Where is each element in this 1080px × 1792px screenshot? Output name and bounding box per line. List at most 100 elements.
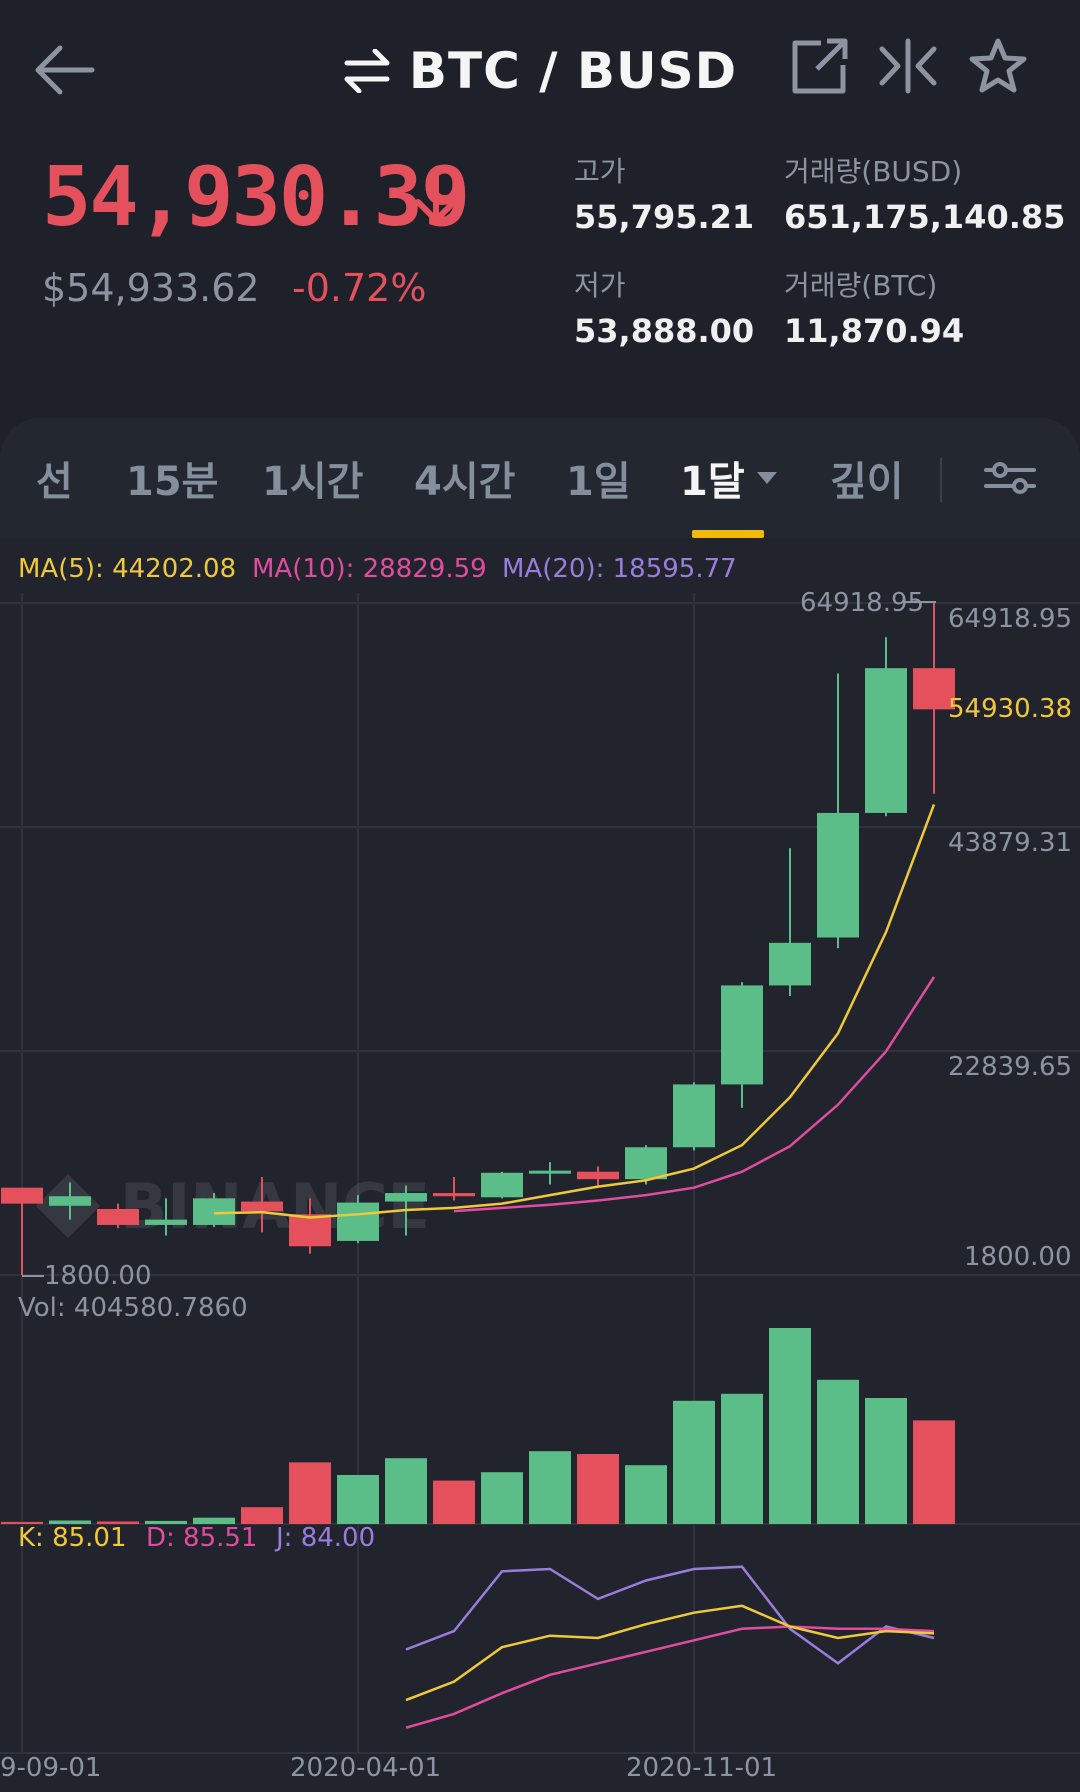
volume-bars [1, 1328, 955, 1524]
price-axis-label-bottom: 1800.00 [964, 1242, 1072, 1272]
change-percent: -0.72% [292, 266, 427, 310]
ma20-legend: MA(20): 18595.77 [502, 554, 737, 584]
candle-body [145, 1219, 187, 1225]
tab-1h[interactable]: 1시간 [262, 459, 364, 505]
volume-busd-label: 거래량(BUSD) [784, 155, 963, 188]
volume-btc-value: 11,870.94 [784, 312, 965, 350]
candle-body [913, 668, 955, 710]
share-icon[interactable] [788, 34, 852, 98]
volume-bar [721, 1393, 763, 1524]
candle-body [625, 1147, 667, 1180]
ma5-legend: MA(5): 44202.08 [18, 554, 237, 584]
volume-bar [97, 1521, 139, 1524]
active-tab-indicator [692, 530, 764, 538]
high-marker-label: 64918.95 [800, 588, 924, 618]
last-price: 54,930.39 [42, 150, 470, 245]
interval-tabs: 선 15분 1시간 4시간 1일 1달 깊이 [0, 418, 1080, 538]
volume-bar [337, 1475, 379, 1524]
ma10-legend: MA(10): 28829.59 [252, 554, 487, 584]
candle-body [577, 1171, 619, 1180]
k-legend: K: 85.01 [18, 1523, 127, 1553]
swap-icon [343, 49, 391, 93]
candle-body [865, 668, 907, 813]
pair-title[interactable]: BTC / BUSD [0, 36, 1080, 106]
pair-title-text: BTC / BUSD [408, 42, 738, 100]
candle-body [97, 1208, 139, 1225]
volume-bar [625, 1465, 667, 1524]
back-arrow-icon[interactable] [28, 34, 100, 106]
candle-body [241, 1201, 283, 1212]
high-value: 55,795.21 [574, 198, 755, 236]
d-legend: D: 85.51 [146, 1523, 257, 1553]
volume-bar [385, 1458, 427, 1524]
candle-body [817, 812, 859, 938]
candles-group [1, 603, 955, 1275]
tab-15m[interactable]: 15분 [126, 459, 219, 505]
volume-bar [241, 1507, 283, 1524]
tab-1month[interactable]: 1달 [680, 418, 779, 538]
price-axis-label-3: 22839.65 [948, 1052, 1072, 1082]
low-marker: 1800.00 [22, 1261, 152, 1291]
volume-bar [193, 1517, 235, 1524]
volume-bar [673, 1400, 715, 1524]
settings-sliders-icon[interactable] [978, 446, 1042, 510]
x-axis-label-3: 2020-11-01 [626, 1753, 777, 1783]
volume-bar [145, 1520, 187, 1524]
volume-bar [817, 1379, 859, 1524]
volume-bar [865, 1398, 907, 1524]
volume-bar [481, 1472, 523, 1524]
price-axis-label-2: 43879.31 [948, 828, 1072, 858]
x-axis-label-1: 9-09-01 [0, 1753, 101, 1783]
candle-body [337, 1202, 379, 1241]
volume-bar [289, 1462, 331, 1524]
low-value: 53,888.00 [574, 312, 755, 350]
x-axis-label-2: 2020-04-01 [290, 1753, 441, 1783]
tab-4h[interactable]: 4시간 [414, 459, 516, 505]
kdj-d-line [405, 1625, 935, 1729]
tab-1month-label: 1달 [680, 459, 745, 505]
ma-lines [213, 803, 936, 1219]
high-marker: 64918.95 [800, 588, 936, 618]
low-marker-label: 1800.00 [44, 1261, 152, 1291]
candle-body [481, 1172, 523, 1198]
ma5-line [213, 803, 936, 1219]
volume-legend: Vol: 404580.7860 [18, 1293, 248, 1323]
candle-body [385, 1193, 427, 1202]
candle-body [289, 1214, 331, 1247]
price-axis-label-top: 64918.95 [948, 604, 1072, 634]
candle-body [529, 1170, 571, 1174]
candle-body [433, 1193, 475, 1197]
volume-bar [433, 1480, 475, 1524]
volume-bar [529, 1451, 571, 1524]
candlestick-chart[interactable]: BINANCE 64918.95 54930.38 43879.31 22839… [0, 538, 1080, 1792]
volume-bar [577, 1454, 619, 1524]
caret-down-icon [755, 470, 779, 486]
kdj-j-line [405, 1565, 935, 1665]
high-label: 고가 [574, 155, 626, 188]
kdj-lines [405, 1565, 935, 1729]
volume-busd-value: 651,175,140.85 [784, 198, 1066, 236]
compare-icon[interactable] [876, 34, 940, 98]
ma10-line [453, 976, 936, 1213]
volume-bar [1, 1521, 43, 1524]
volume-bar [769, 1328, 811, 1524]
candle-body [769, 942, 811, 986]
candle-body [673, 1084, 715, 1148]
price-usd: $54,933.62 [42, 266, 260, 310]
volume-btc-label: 거래량(BTC) [784, 269, 938, 302]
low-label: 저가 [574, 269, 626, 302]
tab-1d[interactable]: 1일 [566, 459, 631, 505]
market-header: BTC / BUSD 54,930.39 $54,933.62 -0.72% 고… [0, 0, 1080, 420]
tab-line[interactable]: 선 [36, 459, 73, 505]
volume-bar [49, 1520, 91, 1524]
tab-divider [940, 458, 942, 502]
candle-body [721, 985, 763, 1085]
candle-body [1, 1187, 43, 1204]
kdj-k-line [405, 1604, 935, 1702]
candle-body [49, 1196, 91, 1206]
last-price-label: 54930.38 [948, 694, 1072, 724]
tab-depth[interactable]: 깊이 [830, 459, 904, 505]
j-legend: J: 84.00 [274, 1523, 375, 1553]
star-icon[interactable] [966, 34, 1030, 98]
arrow-down-icon [414, 170, 458, 230]
